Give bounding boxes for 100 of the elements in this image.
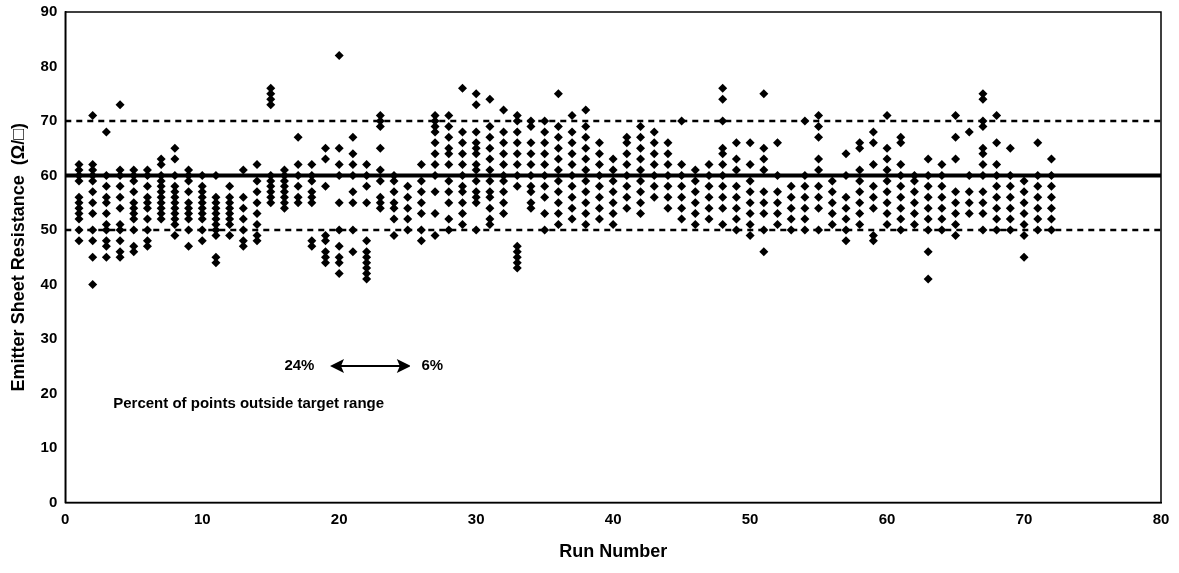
- point: [718, 203, 728, 213]
- point: [663, 138, 673, 148]
- point: [951, 209, 961, 219]
- point: [88, 187, 98, 197]
- point: [334, 198, 344, 208]
- point: [896, 160, 906, 170]
- point: [882, 187, 892, 197]
- point: [1033, 181, 1043, 191]
- y-tick-label: 30: [40, 329, 58, 347]
- point: [129, 225, 139, 235]
- point: [896, 225, 906, 235]
- point: [499, 105, 509, 115]
- point: [608, 154, 618, 164]
- point: [471, 100, 481, 110]
- point: [142, 181, 152, 191]
- point: [594, 138, 604, 148]
- point: [389, 230, 399, 240]
- point: [608, 220, 618, 230]
- point: [841, 236, 851, 246]
- point: [882, 176, 892, 186]
- point: [951, 111, 961, 121]
- point: [745, 187, 755, 197]
- point: [759, 154, 769, 164]
- point: [197, 236, 207, 246]
- point: [841, 203, 851, 213]
- y-tick-label: 20: [40, 383, 58, 401]
- point: [704, 192, 714, 202]
- point: [964, 198, 974, 208]
- point: [88, 236, 98, 246]
- point: [759, 225, 769, 235]
- point: [882, 111, 892, 121]
- x-tick-label: 40: [604, 509, 622, 527]
- point: [690, 165, 700, 175]
- point: [88, 279, 98, 289]
- point: [923, 181, 933, 191]
- point: [184, 241, 194, 251]
- point: [457, 149, 467, 159]
- point: [855, 176, 865, 186]
- point: [540, 149, 550, 159]
- point: [403, 181, 413, 191]
- point: [868, 192, 878, 202]
- point: [88, 111, 98, 121]
- point: [622, 160, 632, 170]
- point: [348, 225, 358, 235]
- point: [937, 203, 947, 213]
- point: [444, 225, 454, 235]
- point: [677, 192, 687, 202]
- point: [1005, 214, 1015, 224]
- point: [321, 230, 331, 240]
- point: [636, 198, 646, 208]
- point: [690, 220, 700, 230]
- point: [992, 138, 1002, 148]
- point: [923, 203, 933, 213]
- y-tick-label: 90: [40, 2, 58, 20]
- point: [416, 176, 426, 186]
- point: [553, 220, 563, 230]
- point: [937, 181, 947, 191]
- point: [978, 187, 988, 197]
- point: [101, 209, 111, 219]
- point: [348, 160, 358, 170]
- point: [814, 165, 824, 175]
- point: [129, 187, 139, 197]
- point: [293, 181, 303, 191]
- point: [526, 160, 536, 170]
- point: [252, 209, 262, 219]
- point: [594, 214, 604, 224]
- point: [252, 220, 262, 230]
- point: [868, 127, 878, 137]
- point: [923, 225, 933, 235]
- point: [457, 83, 467, 93]
- point: [553, 176, 563, 186]
- point: [321, 143, 331, 153]
- point: [416, 187, 426, 197]
- point: [636, 165, 646, 175]
- point: [225, 181, 235, 191]
- point: [636, 154, 646, 164]
- point: [759, 198, 769, 208]
- point: [896, 192, 906, 202]
- point: [485, 121, 495, 131]
- point: [1033, 225, 1043, 235]
- x-tick-label: 80: [1152, 509, 1170, 527]
- x-axis-title: Run Number: [559, 541, 668, 562]
- point: [649, 192, 659, 202]
- point: [252, 198, 262, 208]
- point: [540, 160, 550, 170]
- point: [759, 89, 769, 99]
- point: [731, 181, 741, 191]
- point: [951, 220, 961, 230]
- point: [704, 160, 714, 170]
- point: [444, 121, 454, 131]
- point: [88, 198, 98, 208]
- point: [636, 209, 646, 219]
- point: [718, 160, 728, 170]
- point: [540, 192, 550, 202]
- point: [567, 203, 577, 213]
- point: [416, 209, 426, 219]
- point: [800, 225, 810, 235]
- y-tick-label: 0: [48, 492, 58, 510]
- point: [348, 149, 358, 159]
- point: [321, 181, 331, 191]
